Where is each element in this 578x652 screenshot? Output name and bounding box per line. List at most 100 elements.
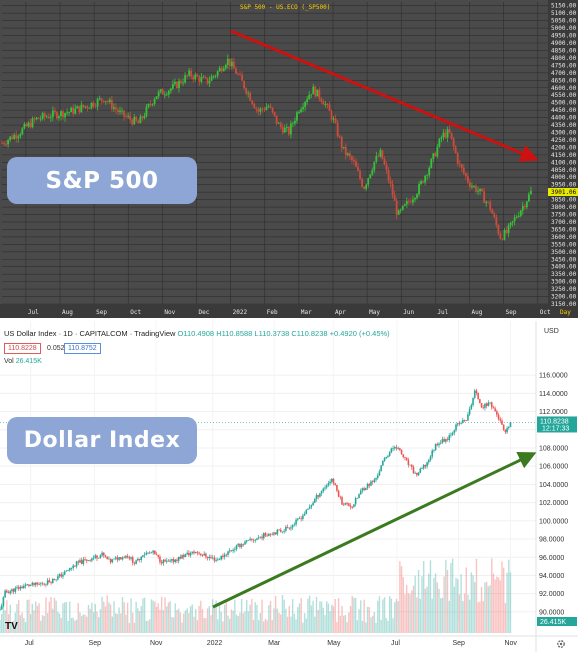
- usd-volume-bar: [183, 613, 185, 633]
- sp500-candle: [440, 137, 443, 139]
- usd-volume-bar: [14, 612, 17, 633]
- usd-candle: [448, 435, 451, 440]
- sp500-y-tick: 4450.00: [551, 107, 577, 114]
- usd-volume-bar: [411, 590, 413, 633]
- usd-y-tick: 96.0000: [539, 555, 564, 562]
- sp500-candle: [98, 98, 101, 100]
- sp500-y-tick: 3250.00: [551, 286, 577, 293]
- usd-volume-bar: [176, 609, 178, 633]
- usd-volume-bar: [433, 577, 435, 633]
- usd-candle: [111, 559, 114, 563]
- usd-candle: [114, 557, 117, 559]
- usd-candle: [186, 552, 188, 555]
- usd-volume-bar: [179, 612, 182, 633]
- usd-candle: [75, 561, 78, 567]
- usd-candle: [169, 560, 171, 562]
- sell-price-button[interactable]: 110.8228: [4, 343, 41, 354]
- sp500-candle: [373, 161, 376, 171]
- usd-candle: [480, 403, 483, 408]
- usd-candle: [77, 561, 80, 563]
- usd-volume-bar: [230, 609, 233, 633]
- usd-candle: [395, 447, 398, 449]
- sp500-candle: [265, 106, 268, 111]
- sp500-y-tick: 3500.00: [551, 249, 577, 256]
- usd-candle: [57, 576, 59, 580]
- sp500-y-tick: 4050.00: [551, 167, 577, 174]
- usd-volume-bar: [21, 612, 23, 633]
- usd-candle: [407, 460, 410, 465]
- usd-volume-bar: [115, 613, 117, 633]
- usd-volume-bar: [382, 599, 384, 633]
- usd-volume-bar: [38, 603, 40, 633]
- sp500-candle: [139, 116, 142, 124]
- sp500-candle: [344, 146, 347, 156]
- usd-volume-bar: [428, 573, 430, 633]
- usd-candle: [421, 468, 423, 469]
- sp500-candle: [5, 143, 7, 145]
- usd-candle: [118, 557, 120, 560]
- sp500-candle: [367, 178, 370, 185]
- usd-candle: [462, 419, 464, 424]
- usd-volume-bar: [354, 597, 357, 633]
- sp500-candle: [460, 164, 463, 168]
- usd-volume-bar: [474, 582, 476, 633]
- sp500-candle: [424, 175, 427, 183]
- sp500-x-tick: Dec: [199, 309, 210, 316]
- sp500-candle: [414, 198, 416, 200]
- usd-candle: [145, 552, 148, 555]
- usd-candle: [130, 557, 132, 559]
- usd-candle: [443, 439, 445, 442]
- usd-candle: [12, 589, 15, 592]
- buy-price-button[interactable]: 110.8752: [64, 343, 101, 354]
- usd-candle: [312, 502, 314, 506]
- sp500-candle: [35, 117, 38, 120]
- usd-candle: [324, 487, 326, 489]
- usd-volume-bar: [172, 617, 175, 633]
- sp500-candle: [289, 123, 292, 135]
- usd-volume-bar: [87, 604, 90, 633]
- usd-candle: [497, 414, 500, 420]
- usd-candle: [184, 554, 187, 558]
- usd-candle: [210, 556, 212, 558]
- usd-candle: [48, 580, 51, 583]
- usd-candle: [191, 551, 194, 554]
- usd-candle: [154, 550, 156, 555]
- usd-volume-bar: [48, 601, 51, 633]
- usd-candle: [120, 557, 122, 560]
- sp500-candle: [94, 106, 97, 108]
- usd-volume-bar: [162, 610, 165, 633]
- usd-volume-bar: [407, 593, 410, 633]
- usd-candle: [189, 553, 192, 556]
- usd-volume-bar: [271, 620, 273, 633]
- sp500-candle: [312, 86, 315, 95]
- usd-candle: [485, 403, 488, 406]
- sp500-candle: [115, 107, 117, 110]
- usd-volume-bar: [349, 605, 352, 633]
- usd-volume-bar: [108, 602, 110, 633]
- usd-candle: [176, 559, 178, 561]
- usd-volume-bar: [104, 606, 107, 633]
- usd-candle: [70, 568, 73, 569]
- usd-candle: [126, 555, 129, 558]
- sp500-candle: [108, 99, 111, 103]
- usd-volume-bar: [286, 616, 289, 633]
- sp500-candle: [296, 112, 298, 121]
- usd-candle: [228, 550, 231, 552]
- usd-candle: [482, 407, 485, 409]
- usd-volume-bar: [200, 600, 202, 633]
- sp500-candle: [110, 99, 113, 109]
- usd-candle: [201, 555, 204, 556]
- usd-candle: [193, 551, 195, 554]
- sp500-candle: [112, 107, 115, 109]
- usd-volume-bar: [167, 602, 170, 633]
- usd-volume-bar: [422, 560, 425, 633]
- sp500-candle: [359, 170, 361, 179]
- usd-volume-bar: [343, 615, 345, 633]
- sp500-candle: [300, 109, 302, 113]
- sp500-candle: [371, 170, 374, 175]
- usd-candle: [92, 557, 95, 559]
- settings-gear-icon[interactable]: [557, 640, 565, 648]
- usd-volume-bar: [135, 601, 137, 633]
- usd-volume-bar: [96, 611, 98, 633]
- usd-volume-bar: [315, 596, 318, 633]
